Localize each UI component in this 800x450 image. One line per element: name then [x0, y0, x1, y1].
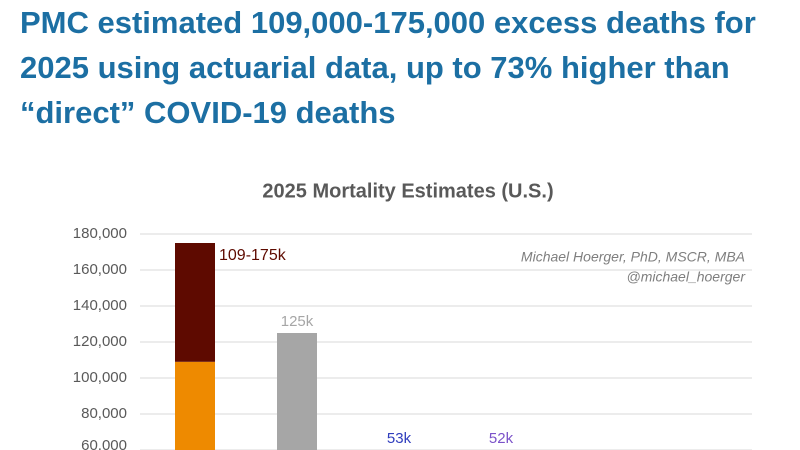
bar — [175, 243, 215, 362]
chart-title: 2025 Mortality Estimates (U.S.) — [262, 180, 553, 202]
y-tick-label: 100,000 — [73, 369, 127, 386]
y-tick-label: 80,000 — [81, 405, 127, 422]
y-tick-label: 120,000 — [73, 333, 127, 350]
watermark: @michael_hoerger — [627, 269, 747, 285]
y-tick-label: 160,000 — [73, 261, 127, 278]
value-label: 52k — [489, 430, 514, 447]
y-tick-label: 140,000 — [73, 297, 127, 314]
bar — [277, 333, 317, 450]
annotation: 109-175k — [219, 247, 287, 264]
value-label: 53k — [387, 430, 412, 447]
watermark: Michael Hoerger, PhD, MSCR, MBA — [521, 249, 745, 265]
y-tick-label: 180,000 — [73, 225, 127, 242]
bar — [175, 361, 215, 450]
y-tick-label: 60,000 — [81, 437, 127, 450]
slide-heading: PMC estimated 109,000-175,000 excess dea… — [20, 5, 756, 130]
value-label: 125k — [281, 313, 314, 330]
